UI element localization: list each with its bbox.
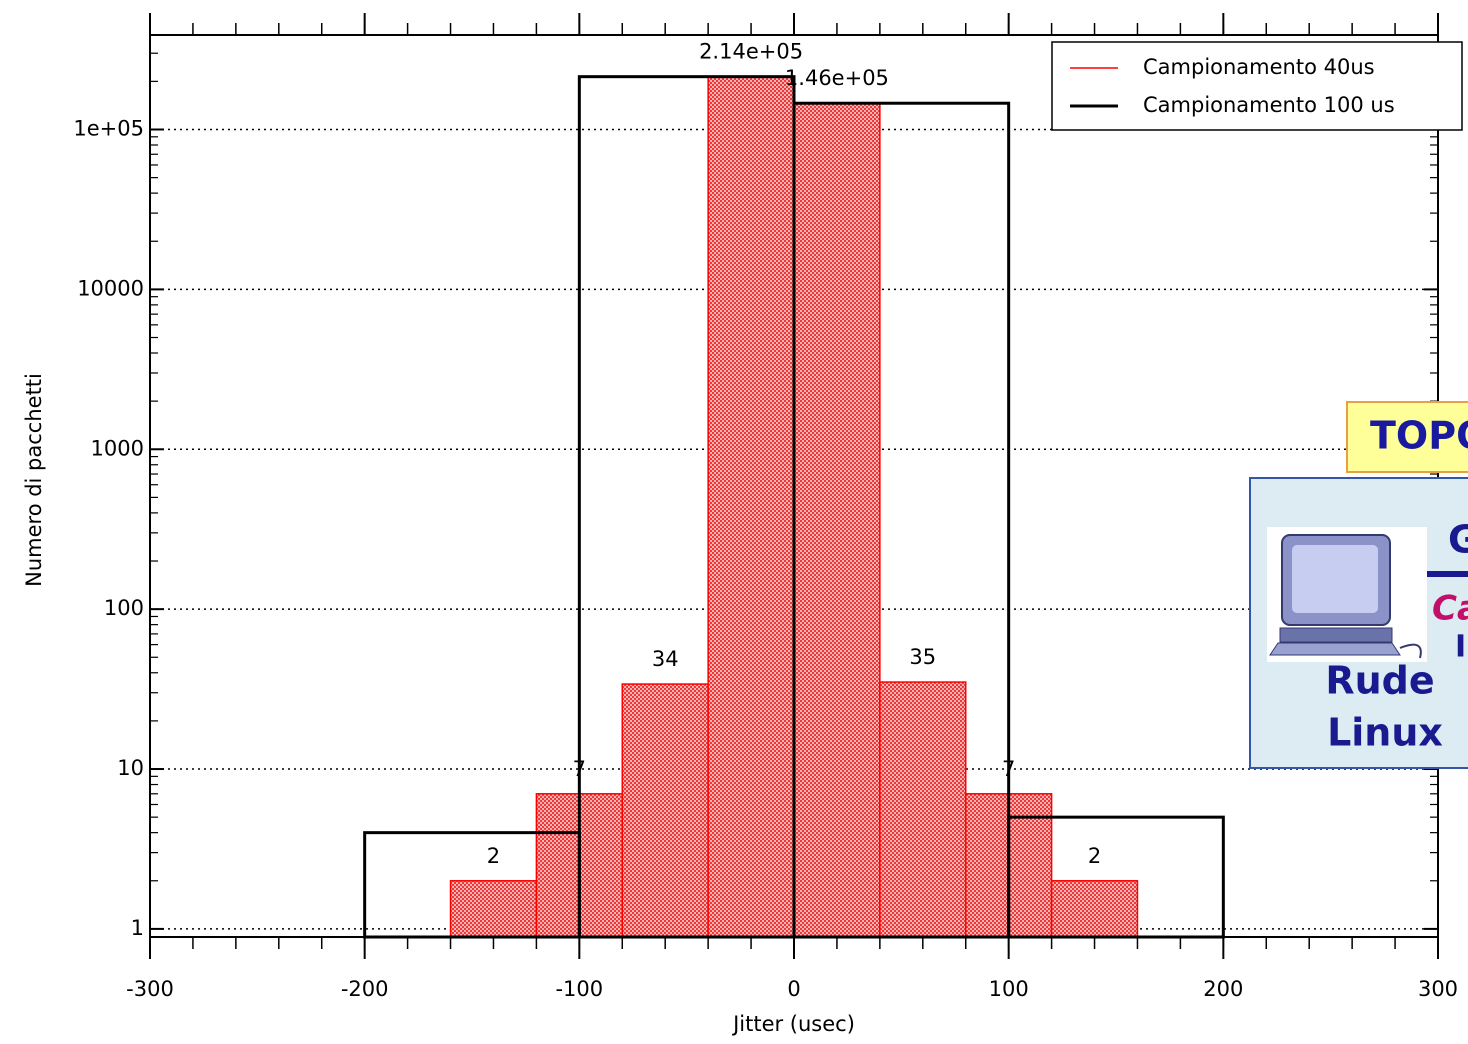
y-tick-label: 1000 xyxy=(91,436,144,460)
value-label: 2.14e+05 xyxy=(699,40,803,64)
slide-overlay: TOPO G Ca I Rude Linux xyxy=(1250,402,1468,768)
histogram-bar xyxy=(708,77,794,937)
value-label: 1.46e+05 xyxy=(785,66,889,90)
x-axis-label: Jitter (usec) xyxy=(731,1012,855,1036)
value-label: 35 xyxy=(909,645,936,669)
panel-label: Rude xyxy=(1325,659,1434,703)
histogram-bar xyxy=(794,103,880,937)
histogram-bar xyxy=(622,684,708,937)
x-tick-label: 300 xyxy=(1418,977,1458,1001)
y-tick-label: 10000 xyxy=(77,276,144,300)
value-label: 2 xyxy=(487,844,500,868)
histogram-bar xyxy=(451,881,537,937)
histogram-bar xyxy=(1052,881,1138,937)
panel-label: Linux xyxy=(1327,711,1443,755)
chart: 27342.14e+051.46e+053572 -300-200-100010… xyxy=(0,0,1468,1040)
panel-line: I xyxy=(1455,630,1466,665)
legend: Campionamento 40us Campionamento 100 us xyxy=(1052,42,1462,130)
x-tick-label: -300 xyxy=(126,977,174,1001)
legend-label: Campionamento 100 us xyxy=(1143,93,1395,117)
computer-icon xyxy=(1267,527,1427,662)
x-tick-label: 0 xyxy=(787,977,800,1001)
histogram-bar xyxy=(880,682,966,937)
y-tick-label: 10 xyxy=(117,756,144,780)
x-tick-label: -100 xyxy=(555,977,603,1001)
panel-rule xyxy=(1427,571,1468,577)
value-label: 2 xyxy=(1088,844,1101,868)
x-tick-label: 100 xyxy=(989,977,1029,1001)
value-label: 34 xyxy=(652,647,679,671)
y-tick-label: 1e+05 xyxy=(73,117,144,141)
banner-text: TOPO xyxy=(1370,414,1468,458)
x-tick-label: -200 xyxy=(341,977,389,1001)
panel-caption: Ca xyxy=(1432,589,1468,629)
x-tick-label: 200 xyxy=(1203,977,1243,1001)
y-axis-label: Numero di pacchetti xyxy=(22,373,46,587)
y-tick-label: 1 xyxy=(131,916,144,940)
panel-heading: G xyxy=(1448,518,1468,562)
legend-label: Campionamento 40us xyxy=(1143,55,1375,79)
y-tick-label: 100 xyxy=(104,596,144,620)
